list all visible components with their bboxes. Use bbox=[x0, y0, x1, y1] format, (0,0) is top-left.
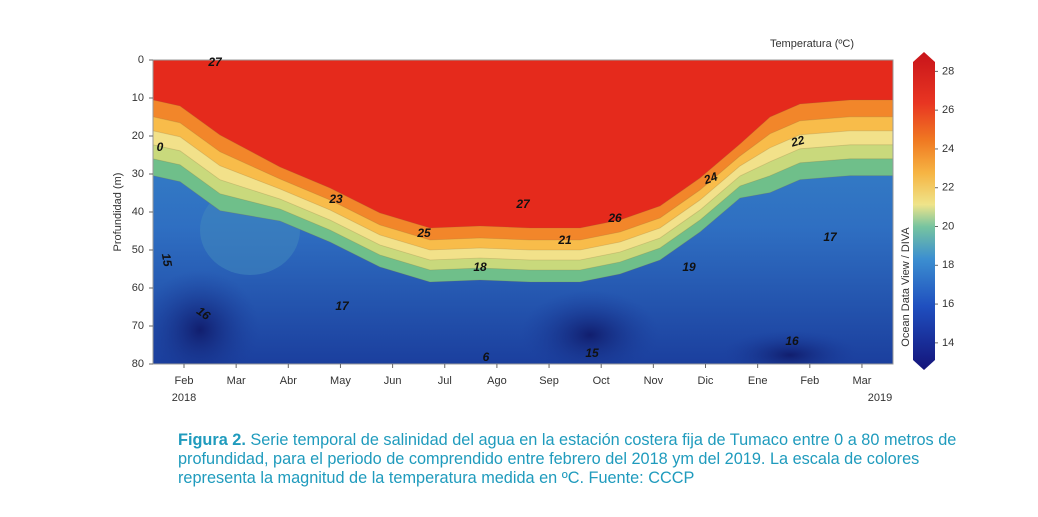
colorbar-tick-label: 14 bbox=[942, 337, 954, 349]
temperature-field bbox=[153, 60, 893, 364]
x-tick-label: Jun bbox=[384, 375, 402, 387]
colorbar-tick-label: 18 bbox=[942, 259, 954, 271]
contour-label: 18 bbox=[473, 260, 487, 274]
y-tick-label: 80 bbox=[132, 358, 144, 370]
year-label: 2019 bbox=[868, 392, 892, 404]
x-tick-label: Nov bbox=[644, 375, 664, 387]
y-tick-label: 40 bbox=[132, 206, 144, 218]
y-tick-label: 50 bbox=[132, 244, 144, 256]
y-tick-label: 20 bbox=[132, 130, 144, 142]
contour-label: 24 bbox=[701, 169, 720, 187]
x-tick-label: Mar bbox=[852, 375, 871, 387]
contour-label: 27 bbox=[207, 55, 223, 69]
caption: Figura 2. Serie temporal de salinidad de… bbox=[178, 431, 978, 488]
caption-text: Serie temporal de salinidad del agua en … bbox=[178, 431, 957, 487]
contour-label: 27 bbox=[515, 197, 531, 211]
x-tick-label: Feb bbox=[800, 375, 819, 387]
y-axis-label: Profundidad (m) bbox=[112, 173, 124, 252]
colorbar-tick-label: 26 bbox=[942, 104, 954, 116]
x-tick-label: Sep bbox=[539, 375, 559, 387]
y-tick-label: 10 bbox=[132, 92, 144, 104]
caption-label: Figura 2. bbox=[178, 431, 246, 449]
contour-label: 15 bbox=[585, 346, 599, 360]
colorbar bbox=[913, 52, 935, 370]
x-tick-label: Mar bbox=[227, 375, 246, 387]
year-label: 2018 bbox=[172, 392, 196, 404]
contour-label: 23 bbox=[328, 192, 343, 206]
contour-label: 25 bbox=[416, 226, 431, 240]
contour-label: 22 bbox=[789, 133, 807, 150]
contour-label: 21 bbox=[557, 233, 572, 247]
x-tick-label: Jul bbox=[438, 375, 452, 387]
colorbar-title: Temperatura (ºC) bbox=[770, 38, 854, 50]
contour-label: 16 bbox=[785, 334, 799, 348]
x-tick-label: Dic bbox=[698, 375, 714, 387]
y-tick-label: 60 bbox=[132, 282, 144, 294]
contour-label: 0 bbox=[157, 140, 164, 154]
y-tick-label: 70 bbox=[132, 320, 144, 332]
colorbar-tick-label: 22 bbox=[942, 182, 954, 194]
contour-label: 15 bbox=[159, 252, 175, 268]
x-tick-label: Ene bbox=[748, 375, 768, 387]
colorbar-tick-label: 20 bbox=[942, 220, 954, 232]
colorbar-side-label: Ocean Data View / DIVA bbox=[900, 227, 912, 347]
x-tick-label: May bbox=[330, 375, 351, 387]
y-tick-label: 0 bbox=[138, 54, 144, 66]
contour-label: 17 bbox=[335, 299, 350, 313]
chart: Profundidad (m) Temperatura (ºC) Ocean D… bbox=[112, 38, 954, 404]
x-tick-label: Feb bbox=[175, 375, 194, 387]
colorbar-tick-label: 28 bbox=[942, 65, 954, 77]
contour-label: 6 bbox=[483, 350, 490, 364]
colorbar-tick-label: 16 bbox=[942, 298, 954, 310]
thermal-layer bbox=[153, 60, 893, 229]
contour-label: 17 bbox=[823, 230, 838, 244]
x-tick-label: Oct bbox=[593, 375, 610, 387]
x-tick-label: Abr bbox=[280, 375, 297, 387]
contour-label: 19 bbox=[682, 260, 696, 274]
colorbar-tick-label: 24 bbox=[942, 143, 954, 155]
contour-label: 26 bbox=[607, 211, 622, 225]
y-tick-label: 30 bbox=[132, 168, 144, 180]
x-tick-label: Ago bbox=[487, 375, 507, 387]
